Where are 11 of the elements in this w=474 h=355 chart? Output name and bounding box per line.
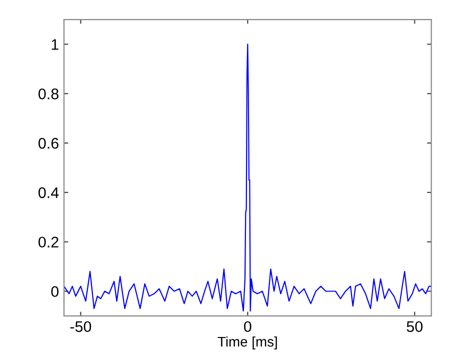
x-axis-title: Time [ms] [218, 336, 277, 350]
x-tick-label: 0 [244, 321, 252, 332]
y-tick-label: 0.8 [38, 88, 58, 100]
y-tick-label: 0.6 [38, 138, 58, 149]
y-tick-label: 0 [51, 286, 59, 297]
y-tick-label: 0.4 [38, 187, 59, 198]
y-tick-label: 1 [52, 39, 58, 50]
y-tick-label: 0.2 [38, 236, 58, 248]
line-series [64, 44, 432, 312]
x-tick-label: -50 [70, 321, 92, 332]
x-tick-label: 50 [406, 321, 423, 332]
